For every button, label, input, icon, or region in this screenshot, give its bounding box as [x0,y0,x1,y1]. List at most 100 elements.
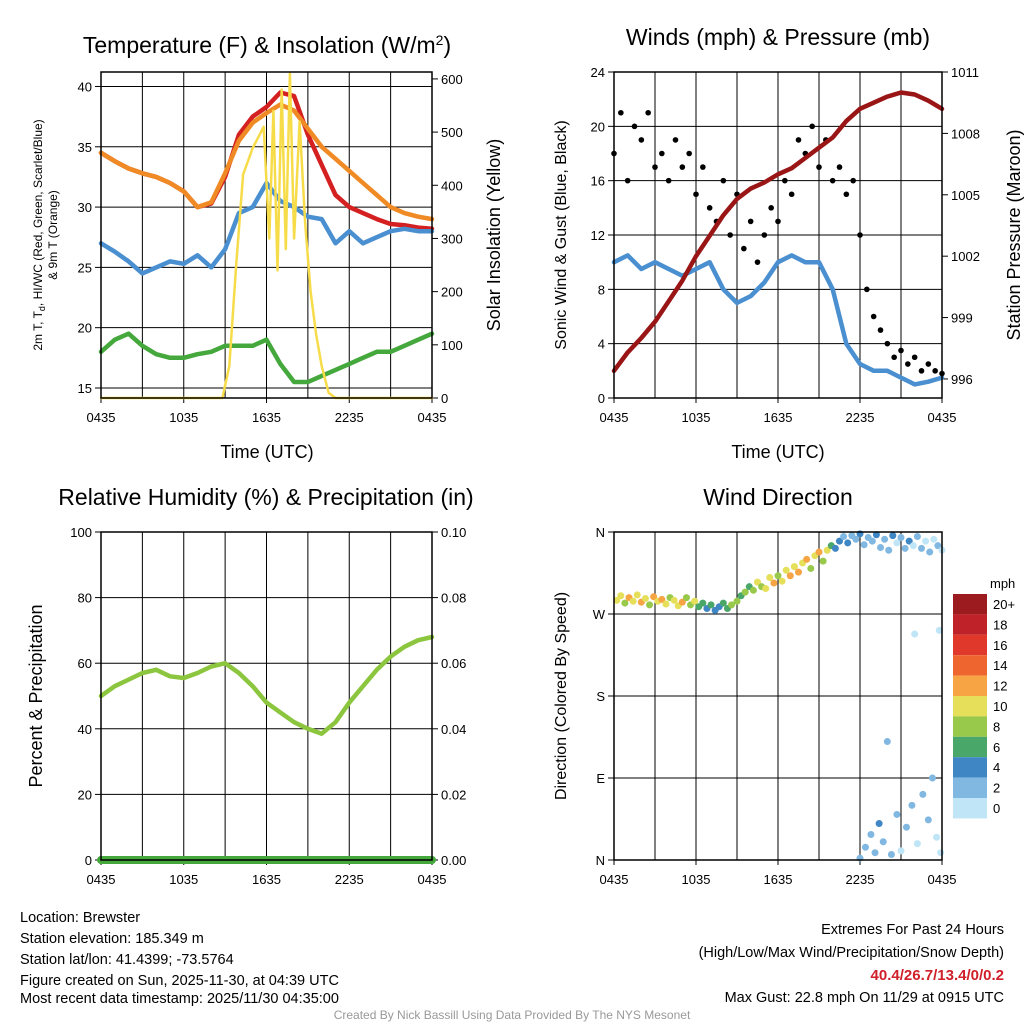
y-tick-label: 0 [598,391,605,406]
insolation-line [99,72,434,400]
y-tick-label-right: 200 [441,285,463,300]
temp-ylabel: 2m T, Td, HI/WC (Red, Green, Scarlet/Blu… [31,119,47,350]
x-tick-label: 2235 [335,872,364,887]
direction-point [678,598,686,606]
gust-point [918,368,925,374]
y-tick-label: 30 [78,200,92,215]
y-tick-label: 8 [598,282,605,297]
direction-point [913,533,921,541]
y-tick-label: S [596,689,605,704]
direction-point [641,595,649,603]
x-tick-label: 2235 [846,872,875,887]
gust-point [686,150,692,157]
direction-point [867,830,875,838]
y-tick-label-right: 999 [951,311,973,326]
gust-point [877,327,884,333]
direction-point [786,572,794,580]
y-tick-label: 24 [591,65,605,80]
dir-plot: N E S W N 0435 1035 1635 2235 0435 [593,525,957,887]
direction-point [795,568,802,576]
gust-point [761,232,768,238]
x-tick-label: 0435 [600,410,629,425]
gust-point [679,164,686,170]
direction-point [682,594,690,602]
legend-swatch [953,757,987,778]
plot-frame [100,531,433,861]
legend-swatch [953,716,987,737]
legend-label: 6 [993,740,1000,755]
direction-point [885,546,893,554]
y-tick-label-right: 996 [951,372,973,387]
gust-point [706,205,713,211]
direction-point [707,601,715,609]
y-tick-label: 0 [85,853,92,868]
x-tick-label: 1035 [169,872,198,887]
gust-point [659,150,665,157]
direction-point [728,601,736,609]
direction-point [871,849,879,857]
direction-point [897,533,905,541]
direction-point [887,851,895,859]
direction-point [924,816,932,824]
direction-point [807,564,815,572]
direction-point [766,574,774,582]
direction-point [901,544,909,552]
gust-point [618,109,624,116]
x-tick-label: 1635 [252,872,281,887]
elevation-text: Station elevation: 185.349 m [20,931,204,947]
gust-point [925,361,932,367]
direction-point [844,539,852,547]
legend-swatch [953,777,987,798]
gust-point [768,205,774,211]
gust-point [829,177,836,184]
wind-plot: 0 4 8 12 16 20 24 996 999 1002 1005 1008 1011 0435 103… [591,65,980,425]
direction-point [741,588,749,596]
direction-point [877,543,884,551]
rh-plot: 0 20 40 60 80 100 0.00 0.02 0.04 0.06 0.08 0.10 0435… [70,525,466,887]
direction-point [629,597,637,605]
direction-point [913,840,921,848]
direction-point [770,579,778,587]
legend-label: 16 [993,638,1007,653]
temp-ylabel-line2: & 9m T (Orange) [46,190,60,280]
gust-point [884,340,891,347]
x-tick-label: 0435 [928,872,957,887]
direction-point [868,537,876,545]
gust-point [741,245,747,252]
created-text: Figure created on Sun, 2025-11-30, at 04… [20,973,339,989]
9m-t-line [98,102,435,222]
direction-point [749,586,757,594]
temp-xlabel: Time (UTC) [220,442,313,462]
direction-point [778,577,786,585]
plot-frame [100,71,433,399]
direction-point [836,537,843,545]
y-tick-label: E [596,771,605,786]
gust-point [700,164,706,170]
gust-point [720,177,727,184]
y-tick-label-right: 1011 [951,65,979,80]
direction-point [922,537,930,545]
gust-point [631,123,638,130]
gust-point [864,286,870,293]
direction-point [691,597,699,605]
pressure-line [611,90,945,374]
y-tick-label: 20 [78,787,92,802]
legend-label: 8 [993,719,1000,734]
direction-point [883,738,891,746]
gust-point [638,137,645,143]
y-tick-label-right: 1002 [951,249,980,264]
y-tick-label-right: 100 [441,338,463,353]
wind-title: Winds (mph) & Pressure (mb) [626,24,930,50]
y-tick-label-right: 0.02 [441,787,466,802]
legend-label: 18 [993,617,1007,632]
direction-point [633,591,641,599]
direction-point [933,833,941,841]
direction-point [905,537,913,545]
legend-label: 0 [993,801,1000,816]
direction-point [935,626,943,634]
direction-point [617,592,625,600]
sonic-wind-line [611,253,945,387]
y-tick-label: 80 [78,591,92,606]
